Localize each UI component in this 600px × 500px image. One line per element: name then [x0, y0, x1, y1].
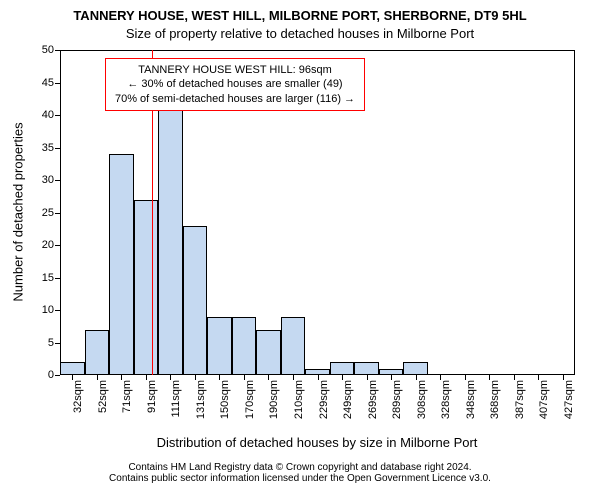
x-axis-label: Distribution of detached houses by size … [157, 435, 478, 450]
y-tick-label: 40 [42, 109, 60, 121]
histogram-bar [183, 226, 208, 376]
histogram-bar [354, 362, 379, 375]
x-tick-label: 249sqm [342, 380, 354, 419]
y-axis-label: Number of detached properties [11, 122, 26, 301]
x-tick-label: 71sqm [121, 380, 133, 413]
x-tick-label: 229sqm [318, 380, 330, 419]
histogram-bar [330, 362, 355, 375]
x-tick-label: 210sqm [293, 380, 305, 419]
y-tick-label: 45 [42, 77, 60, 89]
y-tick-label: 20 [42, 239, 60, 251]
x-tick-label: 368sqm [489, 380, 501, 419]
x-tick-label: 387sqm [514, 380, 526, 419]
x-tick-label: 269sqm [367, 380, 379, 419]
histogram-bar [305, 369, 330, 376]
histogram-bar [256, 330, 281, 376]
footer-line: Contains public sector information licen… [0, 473, 600, 484]
x-tick-label: 111sqm [170, 380, 182, 418]
x-tick-label: 190sqm [268, 380, 280, 419]
y-tick-label: 30 [42, 174, 60, 186]
figure: TANNERY HOUSE, WEST HILL, MILBORNE PORT,… [0, 0, 600, 500]
plot-border [60, 50, 61, 375]
x-tick-label: 407sqm [538, 380, 550, 419]
info-box-line: TANNERY HOUSE WEST HILL: 96sqm [114, 63, 356, 77]
x-tick-label: 328sqm [440, 380, 452, 419]
histogram-bar [134, 200, 159, 376]
x-tick-label: 289sqm [391, 380, 403, 419]
info-box-line: 70% of semi-detached houses are larger (… [114, 92, 356, 106]
plot-area: 0510152025303540455032sqm52sqm71sqm91sqm… [60, 50, 575, 375]
footer: Contains HM Land Registry data © Crown c… [0, 462, 600, 484]
x-tick-label: 427sqm [563, 380, 575, 419]
histogram-bar [109, 154, 134, 375]
footer-line: Contains HM Land Registry data © Crown c… [0, 462, 600, 473]
y-tick-label: 15 [42, 272, 60, 284]
x-tick-label: 32sqm [72, 380, 84, 413]
y-tick-label: 5 [48, 337, 60, 349]
histogram-bar [158, 109, 183, 376]
histogram-bar [379, 369, 404, 376]
histogram-bar [403, 362, 428, 375]
x-tick-label: 131sqm [195, 380, 207, 419]
chart-suptitle: TANNERY HOUSE, WEST HILL, MILBORNE PORT,… [0, 8, 600, 23]
histogram-bar [281, 317, 306, 376]
y-tick-label: 25 [42, 207, 60, 219]
plot-border [60, 50, 575, 51]
x-tick-label: 150sqm [219, 380, 231, 419]
x-tick-label: 91sqm [146, 380, 158, 413]
chart-subtitle: Size of property relative to detached ho… [0, 26, 600, 41]
histogram-bar [60, 362, 85, 375]
x-tick-label: 348sqm [465, 380, 477, 419]
x-tick-label: 308sqm [416, 380, 428, 419]
y-tick-label: 35 [42, 142, 60, 154]
x-tick-label: 52sqm [97, 380, 109, 413]
histogram-bar [85, 330, 110, 376]
histogram-bar [207, 317, 232, 376]
y-tick-label: 50 [42, 44, 60, 56]
plot-border [574, 50, 575, 375]
y-tick-label: 10 [42, 304, 60, 316]
histogram-bar [232, 317, 257, 376]
info-box-line: ← 30% of detached houses are smaller (49… [114, 77, 356, 91]
info-box: TANNERY HOUSE WEST HILL: 96sqm← 30% of d… [105, 58, 365, 111]
x-tick-label: 170sqm [244, 380, 256, 419]
y-tick-label: 0 [48, 369, 60, 381]
